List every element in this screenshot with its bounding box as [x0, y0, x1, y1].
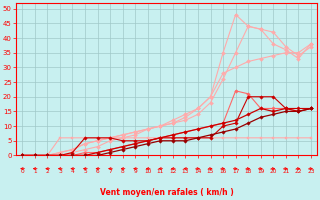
X-axis label: Vent moyen/en rafales ( km/h ): Vent moyen/en rafales ( km/h )	[100, 188, 234, 197]
